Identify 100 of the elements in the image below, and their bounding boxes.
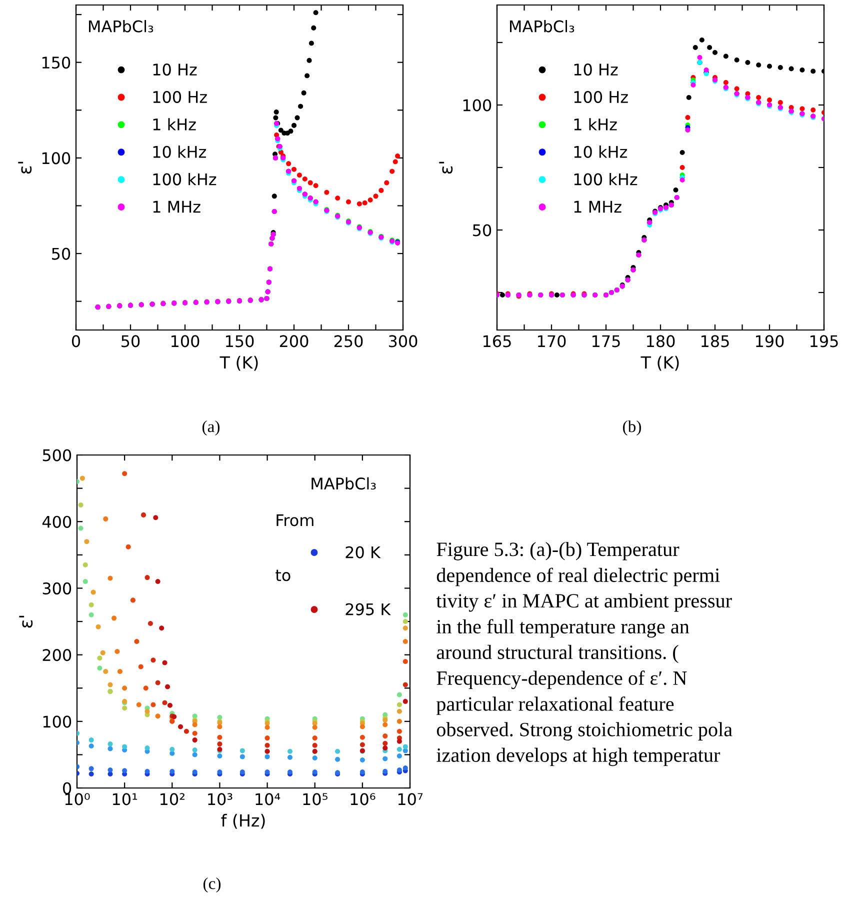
point (680, 150, 685, 156)
point (286, 161, 292, 166)
annotation: MAPbCl₃ (89, 20, 154, 32)
y-axis-title: ε' (439, 162, 453, 174)
point (686, 94, 692, 100)
point (362, 200, 368, 206)
point (723, 54, 728, 59)
x-axis-title: T (K) (220, 356, 258, 371)
legend-label: 20 K (346, 546, 381, 558)
point (500, 292, 505, 298)
point (308, 180, 313, 186)
x-tick-label: 180 (647, 335, 675, 348)
x-tick-label: 0 (72, 335, 80, 348)
x-tick-label: 10² (160, 793, 184, 806)
point (756, 94, 762, 100)
x-tick-label: 175 (592, 335, 620, 348)
x-tick-label: 50 (122, 335, 140, 348)
point (800, 67, 805, 73)
y-tick-label: 400 (42, 516, 72, 528)
x-tick-label: 170 (538, 335, 566, 348)
point (335, 196, 340, 201)
point (346, 199, 352, 204)
legend-label: 10 Hz (574, 64, 618, 76)
legend-label: 10 kHz (153, 146, 206, 158)
point (324, 190, 330, 195)
x-tick-label: 10⁶ (350, 793, 376, 806)
legend-label: 100 Hz (574, 90, 628, 104)
annotation: From (276, 514, 314, 526)
point (685, 114, 690, 120)
y-tick-label: 100 (43, 716, 72, 728)
point (294, 115, 300, 120)
point (697, 54, 702, 60)
point (278, 128, 284, 133)
point (272, 194, 277, 199)
point (712, 50, 718, 56)
point (313, 183, 318, 188)
y-axis-title: ε' (18, 162, 32, 174)
legend-label: 1 kHz (574, 118, 617, 130)
y-tick-label: 150 (42, 56, 70, 69)
point (699, 37, 704, 43)
point (291, 166, 297, 172)
point (306, 58, 312, 63)
annotation: MAPbCl₃ (510, 20, 574, 32)
x-tick-label: 150 (226, 335, 254, 348)
legend-label: 1 kHz (153, 118, 196, 130)
x-tick-label: 10¹ (112, 793, 138, 806)
legend-label: 100 kHz (574, 173, 638, 186)
text: (a) (202, 420, 220, 436)
point (296, 172, 302, 178)
point (554, 292, 560, 298)
y-tick-label: 500 (42, 449, 72, 462)
x-axis-title: f (Hz) (221, 814, 265, 829)
y-tick-label: 100 (42, 152, 70, 164)
point (734, 57, 740, 63)
point (311, 25, 316, 30)
legend-label: 100 kHz (153, 173, 216, 186)
point (384, 180, 390, 186)
text: (c) (203, 877, 221, 893)
point (274, 110, 279, 115)
point (373, 194, 378, 199)
x-tick-label: 200 (280, 335, 308, 348)
point (810, 68, 816, 74)
point (766, 97, 772, 103)
text: (b) (623, 420, 641, 436)
point (734, 86, 740, 92)
y-tick-label: 50 (52, 248, 70, 260)
y-tick-label: 200 (42, 649, 72, 662)
x-tick-label: 100 (172, 335, 200, 348)
y-tick-label: 0 (63, 782, 72, 794)
point (707, 44, 712, 50)
legend-label: 1 MHz (574, 200, 622, 213)
point (368, 197, 373, 203)
x-tick-label: 185 (702, 335, 729, 348)
point (680, 164, 685, 170)
x-axis-title: T (K) (640, 356, 679, 371)
x-tick-label: 10³ (208, 793, 232, 806)
point (392, 159, 398, 164)
point (800, 106, 805, 112)
x-tick-label: 195 (810, 335, 838, 348)
point (302, 176, 308, 182)
point (356, 201, 362, 206)
x-tick-label: 250 (334, 335, 363, 348)
point (313, 10, 318, 16)
annotation: MAPbCl₃ (312, 477, 376, 490)
point (788, 66, 794, 72)
point (778, 64, 783, 70)
point (766, 64, 772, 69)
point (304, 73, 310, 78)
point (704, 67, 709, 73)
point (390, 168, 395, 174)
legend-label: 100 Hz (153, 90, 207, 104)
legend-label: 295 K (346, 603, 391, 616)
point (810, 107, 816, 113)
point (395, 154, 400, 159)
point (301, 90, 306, 96)
point (288, 128, 294, 134)
text: Figure 5.3: (a)-(b) Temperatur dependence of real dielectric permi tivity ε′ in MAPC at ambient pressur in the full temperature range an around structural transitions. ( Frequency-dependence of ε′. N particular relaxational feature observed. Strong stoichiometric pola ization develops at high temperatur (436, 542, 732, 766)
x-tick-label: 190 (756, 335, 784, 348)
point (378, 188, 384, 193)
y-tick-label: 300 (42, 582, 72, 594)
